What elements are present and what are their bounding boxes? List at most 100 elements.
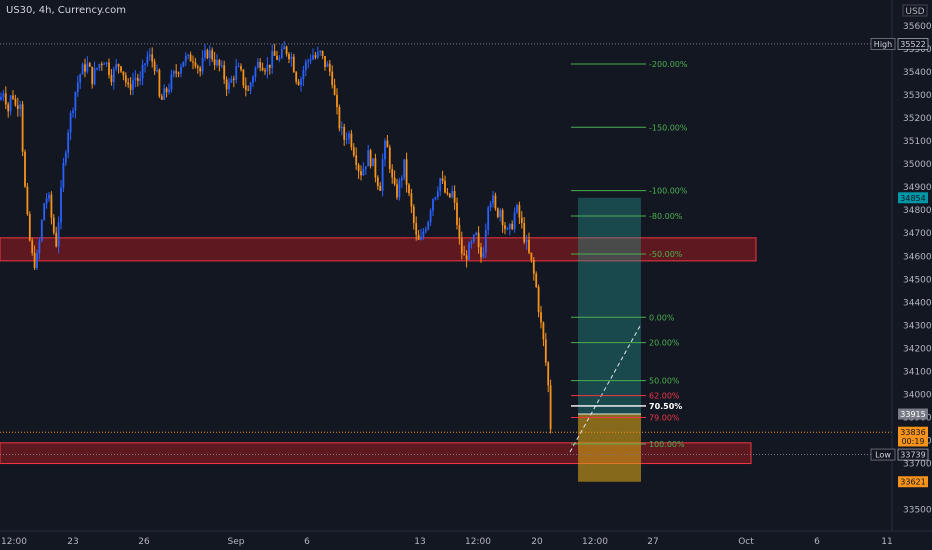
candle-body <box>50 194 53 218</box>
candle-body <box>127 82 130 85</box>
candle-body <box>297 81 300 85</box>
candle-body <box>252 76 254 83</box>
candle-body <box>434 197 437 200</box>
candle-body <box>52 217 55 233</box>
candle-body <box>24 151 26 187</box>
candle-body <box>444 180 446 193</box>
candle-body <box>194 62 197 67</box>
y-tick-label: 35400 <box>903 68 932 78</box>
zone-0 <box>0 237 757 262</box>
candle-body <box>237 66 240 68</box>
candle-body <box>7 104 10 112</box>
candle-body <box>544 339 547 363</box>
currency-box[interactable] <box>902 4 928 17</box>
candle-body <box>67 132 70 153</box>
candle-body <box>156 69 158 72</box>
candle-body <box>340 126 343 129</box>
candle-body <box>343 126 346 140</box>
fib-label-0: -200.00% <box>649 60 688 69</box>
candle-body <box>108 62 110 76</box>
tag-box <box>898 476 928 488</box>
candle-body <box>374 158 377 178</box>
x-axis: 12:00 23 26 Sep 6 13 12:00 20 12:00 27 Oct 6 11 <box>1 537 893 547</box>
candle-body <box>276 55 278 60</box>
candle-body <box>350 133 353 148</box>
candle-body <box>278 58 281 60</box>
candle-body <box>355 155 358 165</box>
candle-body <box>204 50 206 58</box>
x-tick-label: 23 <box>67 537 78 547</box>
y-tick-label: 35500 <box>903 45 932 55</box>
candle-body <box>254 67 257 77</box>
candle-body <box>48 194 50 199</box>
candle-body <box>206 50 209 59</box>
price-tag-4: 00:19 <box>901 437 924 446</box>
candle-body <box>338 107 341 129</box>
candle-body <box>230 78 233 83</box>
candle-body <box>273 51 276 56</box>
tag-name-box <box>870 38 896 50</box>
candle-body <box>542 322 545 340</box>
candle-body <box>88 63 91 67</box>
candle-body <box>60 187 62 223</box>
candle-body <box>357 164 360 172</box>
candle-body <box>100 64 103 66</box>
fib-label-5: 0.00% <box>649 313 675 322</box>
candle-body <box>492 195 494 204</box>
y-tick-label: 34200 <box>903 344 932 354</box>
candle-body <box>518 204 521 218</box>
candle-body <box>266 64 269 72</box>
candle-body <box>256 62 259 68</box>
x-tick-label: 20 <box>531 537 543 547</box>
candle-body <box>175 71 178 73</box>
candle-body <box>211 50 214 60</box>
candle-body <box>124 75 127 83</box>
candle-body <box>225 79 228 90</box>
candle-body <box>117 64 120 67</box>
candle-body <box>304 61 307 71</box>
candle-body <box>228 82 230 90</box>
y-tick-label: 33500 <box>903 506 932 516</box>
candle-body <box>403 159 406 178</box>
y-tick-label: 33700 <box>903 460 932 470</box>
candle-body <box>326 63 329 67</box>
candle-body <box>475 232 478 235</box>
candle-body <box>345 138 348 140</box>
candle-body <box>196 66 199 68</box>
candle-body <box>501 210 504 226</box>
candle-body <box>268 64 271 68</box>
candle-body <box>314 55 317 58</box>
candle-body <box>427 221 430 230</box>
tag-name-low: Low <box>875 451 891 460</box>
candle-body <box>122 71 125 76</box>
candle-body <box>405 159 408 185</box>
candle-body <box>112 69 115 83</box>
y-tick-label: 34000 <box>903 390 932 400</box>
candle-body <box>396 184 398 198</box>
y-tick-label: 34100 <box>903 367 932 377</box>
candle-body <box>74 92 77 111</box>
candle-body <box>511 223 514 230</box>
tag-box <box>898 192 928 204</box>
candle-body <box>235 66 238 80</box>
tag-box <box>898 426 928 438</box>
candle-body <box>160 96 163 100</box>
candle-body <box>523 223 526 242</box>
candle-body <box>168 89 170 93</box>
x-tick-label: 13 <box>414 537 425 547</box>
candle-body <box>259 62 262 68</box>
candle-body <box>216 59 218 66</box>
candle-body <box>244 85 247 90</box>
candle-body <box>487 207 490 231</box>
position-stop-area <box>578 414 641 482</box>
candle-body <box>144 63 146 65</box>
candle-body <box>540 312 542 323</box>
y-tick-label: 34500 <box>903 275 932 285</box>
x-tick-label: Sep <box>228 537 245 547</box>
candle-body <box>19 104 22 109</box>
candle-body <box>360 171 362 176</box>
candle-body <box>460 238 463 254</box>
candle-body <box>388 147 391 169</box>
position-layer <box>569 197 641 482</box>
